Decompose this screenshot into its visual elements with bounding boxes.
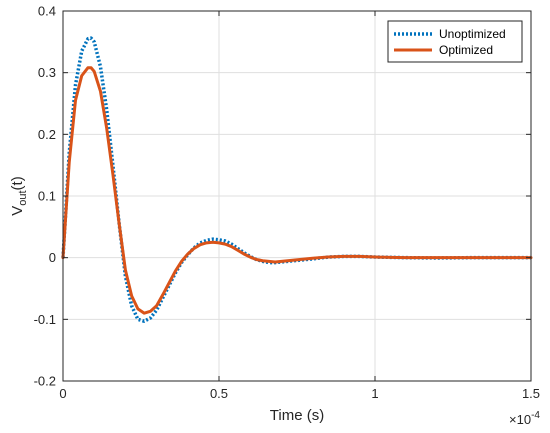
y-tick-label: 0.2 <box>38 127 56 142</box>
legend-box <box>387 20 523 63</box>
x-axis-exponent-base: ×10 <box>509 412 531 427</box>
y-tick-label: 0.4 <box>38 4 56 19</box>
x-tick-label: 1 <box>371 386 378 401</box>
legend-label-unoptimized: Unoptimized <box>439 27 506 41</box>
y-axis-label-subscript: out <box>17 190 29 205</box>
y-axis-label: Vout(t) <box>9 176 29 215</box>
x-axis-exponent-power: -4 <box>531 410 540 421</box>
y-tick-label: 0.3 <box>38 65 56 80</box>
x-tick-label: 0.5 <box>210 386 228 401</box>
x-tick-label: 1.5 <box>522 386 540 401</box>
tick-labels: 0 0.5 1 1.5 -0.2 -0.1 0 0.1 0.2 0.3 0.4 <box>34 4 540 402</box>
legend-label-optimized: Optimized <box>439 43 493 57</box>
y-axis-label-main: V <box>9 206 26 216</box>
y-tick-label: -0.1 <box>34 312 56 327</box>
grid-lines <box>62 10 532 382</box>
series-line-optimized <box>61 66 533 315</box>
series-layer <box>61 36 533 323</box>
series-line-unoptimized <box>61 36 531 323</box>
x-tick-label: 0 <box>59 386 66 401</box>
y-axis-label-suffix: (t) <box>9 176 26 190</box>
y-tick-label: 0.1 <box>38 189 56 204</box>
y-tick-label: 0 <box>49 250 56 265</box>
x-axis-exponent: ×10-4 <box>509 410 540 427</box>
tick-marks <box>62 10 532 382</box>
x-axis-label: Time (s) <box>270 407 324 424</box>
legend: Unoptimized Optimized <box>387 20 523 63</box>
y-tick-label: -0.2 <box>34 374 56 389</box>
